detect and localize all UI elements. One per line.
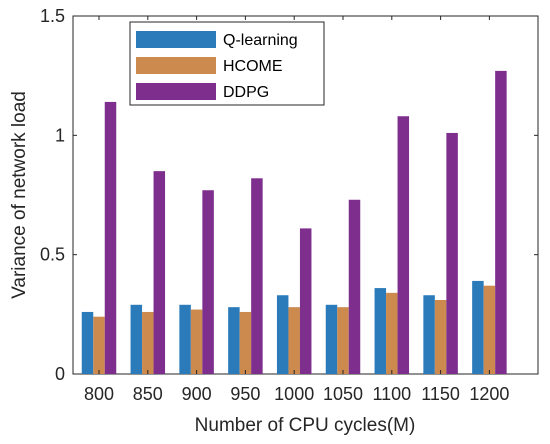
legend-swatch xyxy=(136,83,216,100)
bar-ddpg-1200 xyxy=(495,70,507,374)
bar-hcome-1000 xyxy=(288,307,300,374)
bar-hcome-1100 xyxy=(386,292,398,374)
x-tick-label: 850 xyxy=(133,384,163,404)
legend-swatch xyxy=(136,57,216,74)
bar-q-learning-1000 xyxy=(276,295,289,374)
y-tick-label: 0.5 xyxy=(40,245,65,265)
legend-label: Q-learning xyxy=(223,32,298,49)
bar-ddpg-1150 xyxy=(446,132,458,374)
x-axis-ticks: 800 850 900 950 1000 1050 1100 1150 1200 xyxy=(84,16,509,404)
bar-q-learning-850 xyxy=(130,304,143,374)
bar-q-learning-950 xyxy=(228,307,240,374)
legend-label: HCOME xyxy=(223,58,283,75)
bar-hcome-950 xyxy=(239,311,252,374)
bar-ddpg-850 xyxy=(153,171,166,374)
bar-hcome-1050 xyxy=(337,307,349,374)
bar-ddpg-900 xyxy=(202,190,214,374)
x-tick-label: 1050 xyxy=(323,384,363,404)
y-tick-label: 0 xyxy=(55,364,65,384)
bar-q-learning-900 xyxy=(179,304,191,374)
x-tick-label: 1200 xyxy=(469,384,509,404)
x-tick-label: 950 xyxy=(230,384,260,404)
x-tick-label: 1000 xyxy=(274,384,314,404)
y-tick-label: 1 xyxy=(55,125,65,145)
legend-label: DDPG xyxy=(223,84,269,101)
legend: Q-learning HCOME DDPG xyxy=(129,21,325,106)
bar-hcome-1150 xyxy=(434,300,447,374)
bar-ddpg-1050 xyxy=(348,199,361,374)
bar-ddpg-1000 xyxy=(299,228,312,374)
y-axis-ticks: 0 0.5 1 1.5 xyxy=(40,6,538,384)
bar-q-learning-1150 xyxy=(423,295,435,374)
bar-ddpg-800 xyxy=(104,101,117,375)
x-axis-label: Number of CPU cycles(M) xyxy=(195,415,416,436)
bar-hcome-1200 xyxy=(483,285,496,374)
bar-ddpg-950 xyxy=(251,178,263,374)
bar-q-learning-800 xyxy=(81,311,94,374)
bar-q-learning-1050 xyxy=(325,304,338,374)
x-tick-label: 1150 xyxy=(421,384,460,404)
bar-hcome-800 xyxy=(93,316,105,374)
legend-swatch xyxy=(136,31,216,48)
bar-hcome-850 xyxy=(142,311,154,374)
x-tick-label: 800 xyxy=(84,384,114,404)
bars-layer xyxy=(81,70,507,375)
bar-q-learning-1200 xyxy=(472,280,484,374)
y-tick-label: 1.5 xyxy=(40,6,65,26)
x-tick-label: 1100 xyxy=(372,384,411,404)
y-axis-label: Variance of network load xyxy=(9,91,30,299)
legend-items: Q-learning HCOME DDPG xyxy=(136,31,298,101)
bar-hcome-900 xyxy=(190,309,203,374)
x-tick-label: 900 xyxy=(182,384,212,404)
bar-q-learning-1100 xyxy=(374,288,387,374)
bar-ddpg-1100 xyxy=(397,116,410,375)
